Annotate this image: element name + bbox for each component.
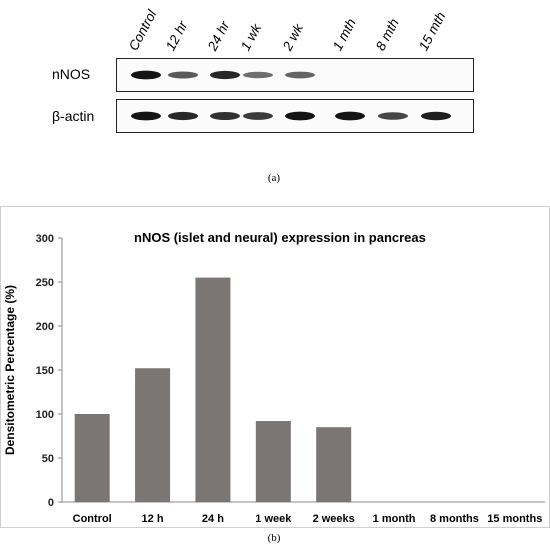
x-tick-label: 24 h (202, 513, 224, 525)
blot-band (210, 112, 240, 120)
x-tick-label: 2 weeks (313, 513, 355, 525)
lane-label: 1 mth (329, 16, 359, 53)
x-tick-label: 1 month (373, 513, 416, 525)
y-tick-label: 200 (36, 321, 54, 333)
blot-band (285, 111, 315, 121)
blot-band (378, 112, 408, 120)
blot-band (131, 111, 161, 121)
lane-label: 12 hr (162, 18, 191, 54)
blot-band (168, 71, 198, 79)
lane-label: 1 wk (237, 21, 265, 53)
bar (135, 368, 171, 502)
actin-bands (131, 111, 451, 121)
blot-band (335, 111, 365, 121)
panel-b-caption: (b) (267, 532, 281, 544)
blot-band (210, 70, 240, 80)
x-tick-label: 15 months (487, 513, 542, 525)
bar (316, 427, 352, 502)
x-tick-label: 12 h (142, 513, 164, 525)
bar (195, 277, 231, 502)
actin-blot-strip (116, 99, 474, 133)
x-tick-label: 8 months (430, 513, 479, 525)
blot-band (243, 112, 273, 120)
nnos-blot-strip (116, 58, 474, 92)
blot-band (131, 70, 161, 80)
blot-band (285, 71, 315, 79)
x-tick-label: 1 week (255, 513, 292, 525)
bar (74, 414, 110, 502)
blot-band (421, 111, 451, 121)
y-tick-label: 100 (36, 409, 54, 421)
y-axis-label: Densitometric Percentage (%) (3, 285, 17, 455)
blot-band (243, 71, 273, 79)
blot-band (168, 111, 198, 121)
y-tick-label: 150 (36, 365, 54, 377)
lane-label: 8 mth (372, 16, 402, 53)
blot-row-label-nnos: nNOS (52, 66, 91, 82)
y-tick-label: 0 (48, 497, 54, 509)
y-tick-label: 50 (42, 453, 54, 465)
y-tick-label: 250 (36, 277, 54, 289)
chart-title: nNOS (islet and neural) expression in pa… (134, 230, 426, 245)
nnos-bands (131, 70, 315, 80)
panel-a-caption: (a) (267, 172, 281, 184)
bar-chart: 0 50 100 150 200 250 300 Densitometric Percenta… (3, 233, 545, 525)
lane-label: Control (125, 7, 160, 54)
lane-label: 24 hr (204, 18, 233, 54)
lane-label: 15 mth (415, 9, 449, 53)
bar (255, 421, 291, 502)
lane-label: 2 wk (279, 21, 307, 53)
y-tick-label: 300 (36, 233, 54, 245)
x-tick-label: Control (73, 513, 112, 525)
blot-row-label-actin: β-actin (52, 108, 95, 124)
